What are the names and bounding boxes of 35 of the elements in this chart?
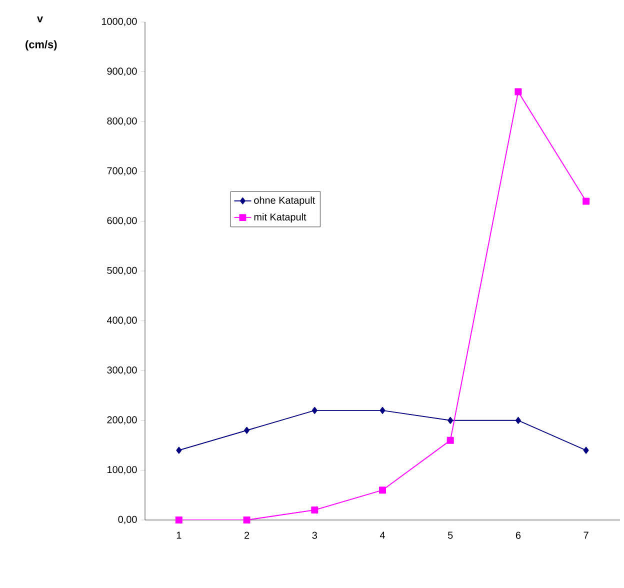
y-tick-label: 700,00 bbox=[107, 167, 137, 176]
point bbox=[380, 406, 386, 414]
x-tick-label: 2 bbox=[244, 532, 250, 539]
point bbox=[446, 436, 454, 444]
y-tick-label: 600,00 bbox=[107, 217, 137, 226]
x-tick-label: 7 bbox=[584, 532, 588, 539]
point bbox=[244, 426, 250, 434]
legend-label: ohne Katapult bbox=[254, 196, 316, 206]
point bbox=[515, 416, 521, 424]
y-tick-label: 0,00 bbox=[118, 516, 137, 524]
legend-label: mit Katapult bbox=[254, 213, 306, 222]
point bbox=[312, 406, 318, 414]
point bbox=[379, 486, 386, 494]
text: v (cm/s) bbox=[26, 16, 57, 50]
y-tick-label: 800,00 bbox=[107, 117, 137, 126]
point bbox=[176, 446, 182, 454]
x-tick-label: 4 bbox=[380, 532, 385, 539]
y-tick-label: 500,00 bbox=[107, 266, 137, 276]
point bbox=[175, 516, 182, 524]
x-tick-label: 6 bbox=[516, 532, 521, 539]
point bbox=[582, 198, 590, 205]
point bbox=[311, 506, 318, 514]
point bbox=[583, 446, 589, 454]
y-tick-label: 300,00 bbox=[107, 366, 137, 375]
y-tick-label: 400,00 bbox=[106, 316, 137, 325]
y-tick-label: 1000,00 bbox=[102, 18, 137, 26]
point bbox=[514, 88, 522, 96]
x-tick-label: 3 bbox=[312, 532, 317, 539]
y-tick-label: 900,00 bbox=[107, 68, 137, 76]
y-tick-label: 100,00 bbox=[108, 466, 137, 474]
x-tick-label: 1 bbox=[176, 532, 182, 539]
y-tick-label: 200,00 bbox=[107, 416, 137, 425]
point bbox=[448, 416, 454, 424]
x-tick-label: 5 bbox=[448, 532, 453, 539]
point bbox=[243, 516, 250, 524]
